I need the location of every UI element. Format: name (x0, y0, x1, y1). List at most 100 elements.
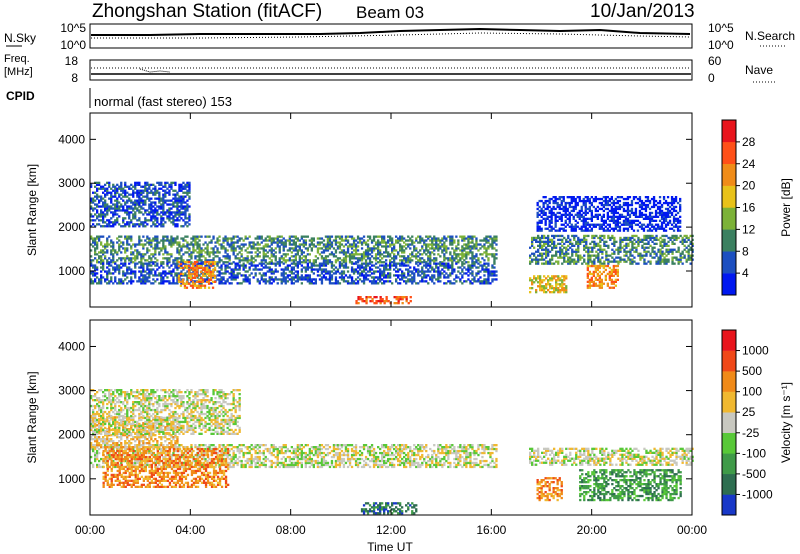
power-cell (597, 236, 600, 240)
power-cell (190, 237, 193, 240)
power-cell (441, 251, 444, 254)
power-cell (531, 287, 534, 290)
power-cell (608, 276, 611, 279)
power-cell (156, 213, 159, 216)
power-cell (602, 219, 605, 222)
power-cell (393, 268, 396, 271)
power-cell (194, 249, 197, 252)
power-cell (626, 229, 630, 232)
power-cell (170, 235, 173, 238)
power-cell (96, 203, 99, 206)
power-cell (134, 262, 137, 265)
power-cell (590, 223, 593, 226)
power-cell (328, 259, 332, 262)
power-cell (194, 243, 197, 246)
power-cell (162, 203, 165, 206)
power-cell (320, 268, 324, 271)
power-cell (471, 266, 474, 269)
power-cell (191, 262, 195, 266)
power-cell (631, 240, 634, 243)
power-cell (439, 239, 442, 242)
power-cell (120, 278, 123, 281)
power-cell (179, 262, 183, 266)
power-cell (379, 251, 382, 254)
power-cell (312, 282, 315, 285)
power-cell (122, 257, 125, 260)
power-cell (320, 270, 324, 273)
power-cell (477, 243, 480, 246)
power-cell (207, 262, 211, 266)
power-cell (104, 215, 107, 218)
power-cell (106, 223, 109, 226)
power-cell (550, 227, 553, 230)
power-cell (202, 262, 205, 265)
power-cell (256, 255, 259, 258)
power-cell (128, 280, 131, 283)
power-cell (449, 280, 452, 283)
power-cell (162, 237, 165, 240)
power-cell (667, 248, 670, 251)
power-cell (582, 197, 585, 201)
power-cell (134, 217, 137, 220)
power-cell (586, 196, 589, 199)
power-cell (114, 213, 117, 216)
power-cell (461, 270, 464, 273)
power-cell (657, 262, 660, 265)
power-cell (350, 276, 354, 279)
power-cell (108, 221, 111, 224)
power-cell (268, 235, 271, 238)
power-cell (288, 257, 291, 260)
power-cell (381, 261, 384, 264)
power-cell (94, 195, 97, 198)
power-cell (172, 262, 175, 265)
power-cell (199, 278, 203, 281)
power-cell (280, 239, 283, 242)
power-cell (443, 274, 446, 277)
power-cell (613, 236, 616, 240)
power-cell (174, 264, 177, 267)
power-cell (160, 274, 163, 277)
power-cell (296, 272, 299, 275)
power-cell (340, 274, 344, 277)
power-cell (296, 251, 299, 254)
power-cell (395, 241, 398, 244)
power-cell (274, 278, 277, 281)
power-cell (130, 257, 133, 260)
power-cell (160, 264, 163, 267)
power-cell (236, 268, 239, 271)
power-cell (168, 185, 171, 188)
power-cell (395, 274, 398, 277)
power-cell (383, 300, 386, 303)
power-cell (413, 241, 416, 244)
power-cell (224, 249, 227, 252)
power-cell (286, 249, 289, 252)
power-cell (350, 257, 354, 260)
power-cell (96, 235, 99, 238)
power-cell (374, 257, 378, 260)
power-cell (320, 251, 324, 254)
power-cell (374, 276, 378, 279)
power-cell (104, 251, 107, 254)
power-cell (292, 268, 295, 271)
power-cell (483, 247, 486, 250)
power-cell (244, 257, 247, 260)
power-cell (154, 223, 157, 226)
power-cell (186, 209, 189, 212)
power-cell (302, 243, 305, 246)
power-cell (270, 262, 273, 265)
power-cell (90, 213, 93, 216)
power-cell (571, 244, 574, 247)
power-cell (574, 213, 577, 216)
power-cell (461, 239, 464, 242)
power-cell (622, 221, 626, 224)
power-cell (594, 266, 597, 270)
power-cell (126, 257, 129, 260)
power-cell (138, 278, 141, 281)
power-cell (576, 215, 579, 218)
power-cell (193, 260, 197, 264)
power-cell (342, 257, 346, 260)
power-cell (601, 238, 604, 241)
power-cell (579, 256, 582, 259)
power-cell (282, 274, 285, 277)
power-cell (360, 243, 364, 246)
